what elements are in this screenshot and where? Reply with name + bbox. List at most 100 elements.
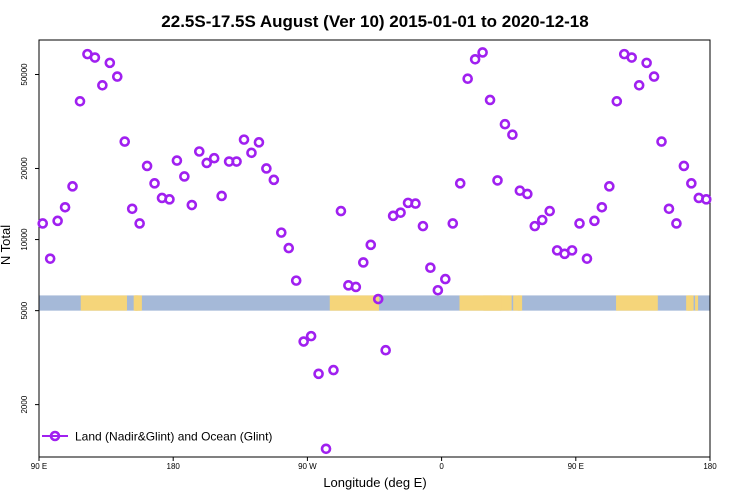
data-point bbox=[149, 178, 160, 189]
data-point bbox=[656, 136, 667, 147]
y-axis: 2000 5000 10000 20000 50000 bbox=[20, 63, 39, 414]
land-segment bbox=[80, 295, 127, 311]
data-point bbox=[52, 215, 63, 227]
data-point bbox=[536, 214, 548, 226]
x-axis: 90 E 180 90 W 0 90 E 180 bbox=[31, 457, 717, 471]
data-point bbox=[492, 175, 503, 186]
data-point bbox=[44, 253, 56, 264]
data-point bbox=[469, 53, 481, 65]
data-point bbox=[238, 134, 250, 145]
data-point bbox=[678, 160, 690, 172]
land-segment bbox=[329, 295, 379, 311]
data-point bbox=[596, 201, 608, 213]
data-point bbox=[425, 262, 436, 274]
y-tick-label: 10000 bbox=[20, 228, 29, 251]
legend: Land (Nadir&Glint) and Ocean (Glint) bbox=[42, 430, 272, 444]
data-point bbox=[432, 284, 444, 296]
data-point bbox=[283, 242, 295, 254]
data-point bbox=[119, 136, 131, 147]
data-point bbox=[298, 336, 309, 347]
data-point bbox=[544, 205, 556, 217]
data-point bbox=[648, 71, 660, 82]
legend-marker bbox=[49, 430, 61, 442]
data-point bbox=[179, 171, 190, 182]
data-point bbox=[671, 218, 682, 229]
data-point bbox=[59, 201, 71, 213]
y-axis-label: N Total bbox=[0, 225, 13, 265]
data-point bbox=[566, 245, 578, 256]
land-segment bbox=[138, 295, 142, 311]
data-point bbox=[447, 218, 459, 229]
data-point bbox=[134, 218, 145, 229]
x-tick-label: 180 bbox=[167, 462, 181, 471]
x-tick-label: 0 bbox=[439, 462, 444, 471]
data-point bbox=[700, 194, 712, 205]
data-point bbox=[462, 73, 473, 84]
data-point bbox=[410, 198, 421, 209]
data-point bbox=[611, 96, 623, 107]
data-point bbox=[186, 199, 198, 211]
data-point bbox=[231, 156, 242, 167]
data-point bbox=[97, 80, 108, 91]
data-point bbox=[358, 257, 369, 268]
data-point bbox=[335, 205, 347, 217]
data-point bbox=[365, 239, 377, 251]
data-point bbox=[313, 368, 324, 380]
land-segment bbox=[513, 295, 523, 311]
data-point bbox=[246, 147, 257, 159]
data-point bbox=[499, 118, 511, 130]
land-segment bbox=[695, 295, 699, 311]
y-tick-label: 5000 bbox=[20, 301, 29, 319]
data-point bbox=[350, 281, 362, 293]
surface-type-band bbox=[39, 295, 710, 311]
data-point bbox=[529, 220, 541, 232]
data-point bbox=[686, 178, 697, 189]
land-segment bbox=[133, 295, 137, 311]
y-tick-label: 50000 bbox=[20, 63, 29, 86]
data-point bbox=[328, 364, 339, 376]
y-tick-label: 20000 bbox=[20, 157, 29, 180]
x-tick-label: 180 bbox=[703, 462, 717, 471]
data-point bbox=[290, 275, 302, 286]
land-segment bbox=[616, 295, 658, 311]
data-point bbox=[89, 52, 101, 63]
data-point bbox=[164, 194, 175, 205]
data-point bbox=[104, 57, 116, 69]
legend-label: Land (Nadir&Glint) and Ocean (Glint) bbox=[75, 430, 272, 444]
data-point bbox=[193, 146, 205, 157]
data-point bbox=[589, 215, 600, 227]
data-point bbox=[626, 52, 638, 63]
data-point bbox=[320, 443, 332, 455]
land-segment bbox=[686, 295, 690, 311]
data-point bbox=[633, 80, 645, 91]
data-point bbox=[604, 181, 615, 192]
data-point bbox=[641, 57, 652, 69]
data-point bbox=[372, 293, 384, 305]
data-point bbox=[37, 218, 49, 229]
data-point bbox=[507, 129, 518, 141]
x-tick-label: 90 W bbox=[298, 462, 317, 471]
data-point bbox=[268, 174, 280, 186]
data-point bbox=[417, 220, 429, 232]
land-segment bbox=[689, 295, 693, 311]
data-point bbox=[477, 47, 488, 58]
data-point bbox=[67, 181, 78, 192]
y-tick-label: 2000 bbox=[20, 395, 29, 413]
x-tick-label: 90 E bbox=[31, 462, 47, 471]
data-point bbox=[305, 330, 317, 342]
data-point bbox=[216, 190, 227, 202]
data-point bbox=[663, 203, 675, 215]
data-point bbox=[111, 71, 123, 82]
data-point bbox=[261, 163, 272, 174]
chart-title: 22.5S-17.5S August (Ver 10) 2015-01-01 t… bbox=[161, 12, 588, 31]
data-point bbox=[141, 160, 153, 172]
x-tick-label: 90 E bbox=[568, 462, 584, 471]
data-point bbox=[440, 273, 451, 285]
data-point bbox=[74, 96, 86, 107]
data-point bbox=[522, 188, 533, 200]
plot-frame bbox=[38, 39, 711, 458]
data-point bbox=[201, 157, 213, 169]
data-point bbox=[380, 344, 391, 356]
data-point bbox=[484, 94, 496, 106]
